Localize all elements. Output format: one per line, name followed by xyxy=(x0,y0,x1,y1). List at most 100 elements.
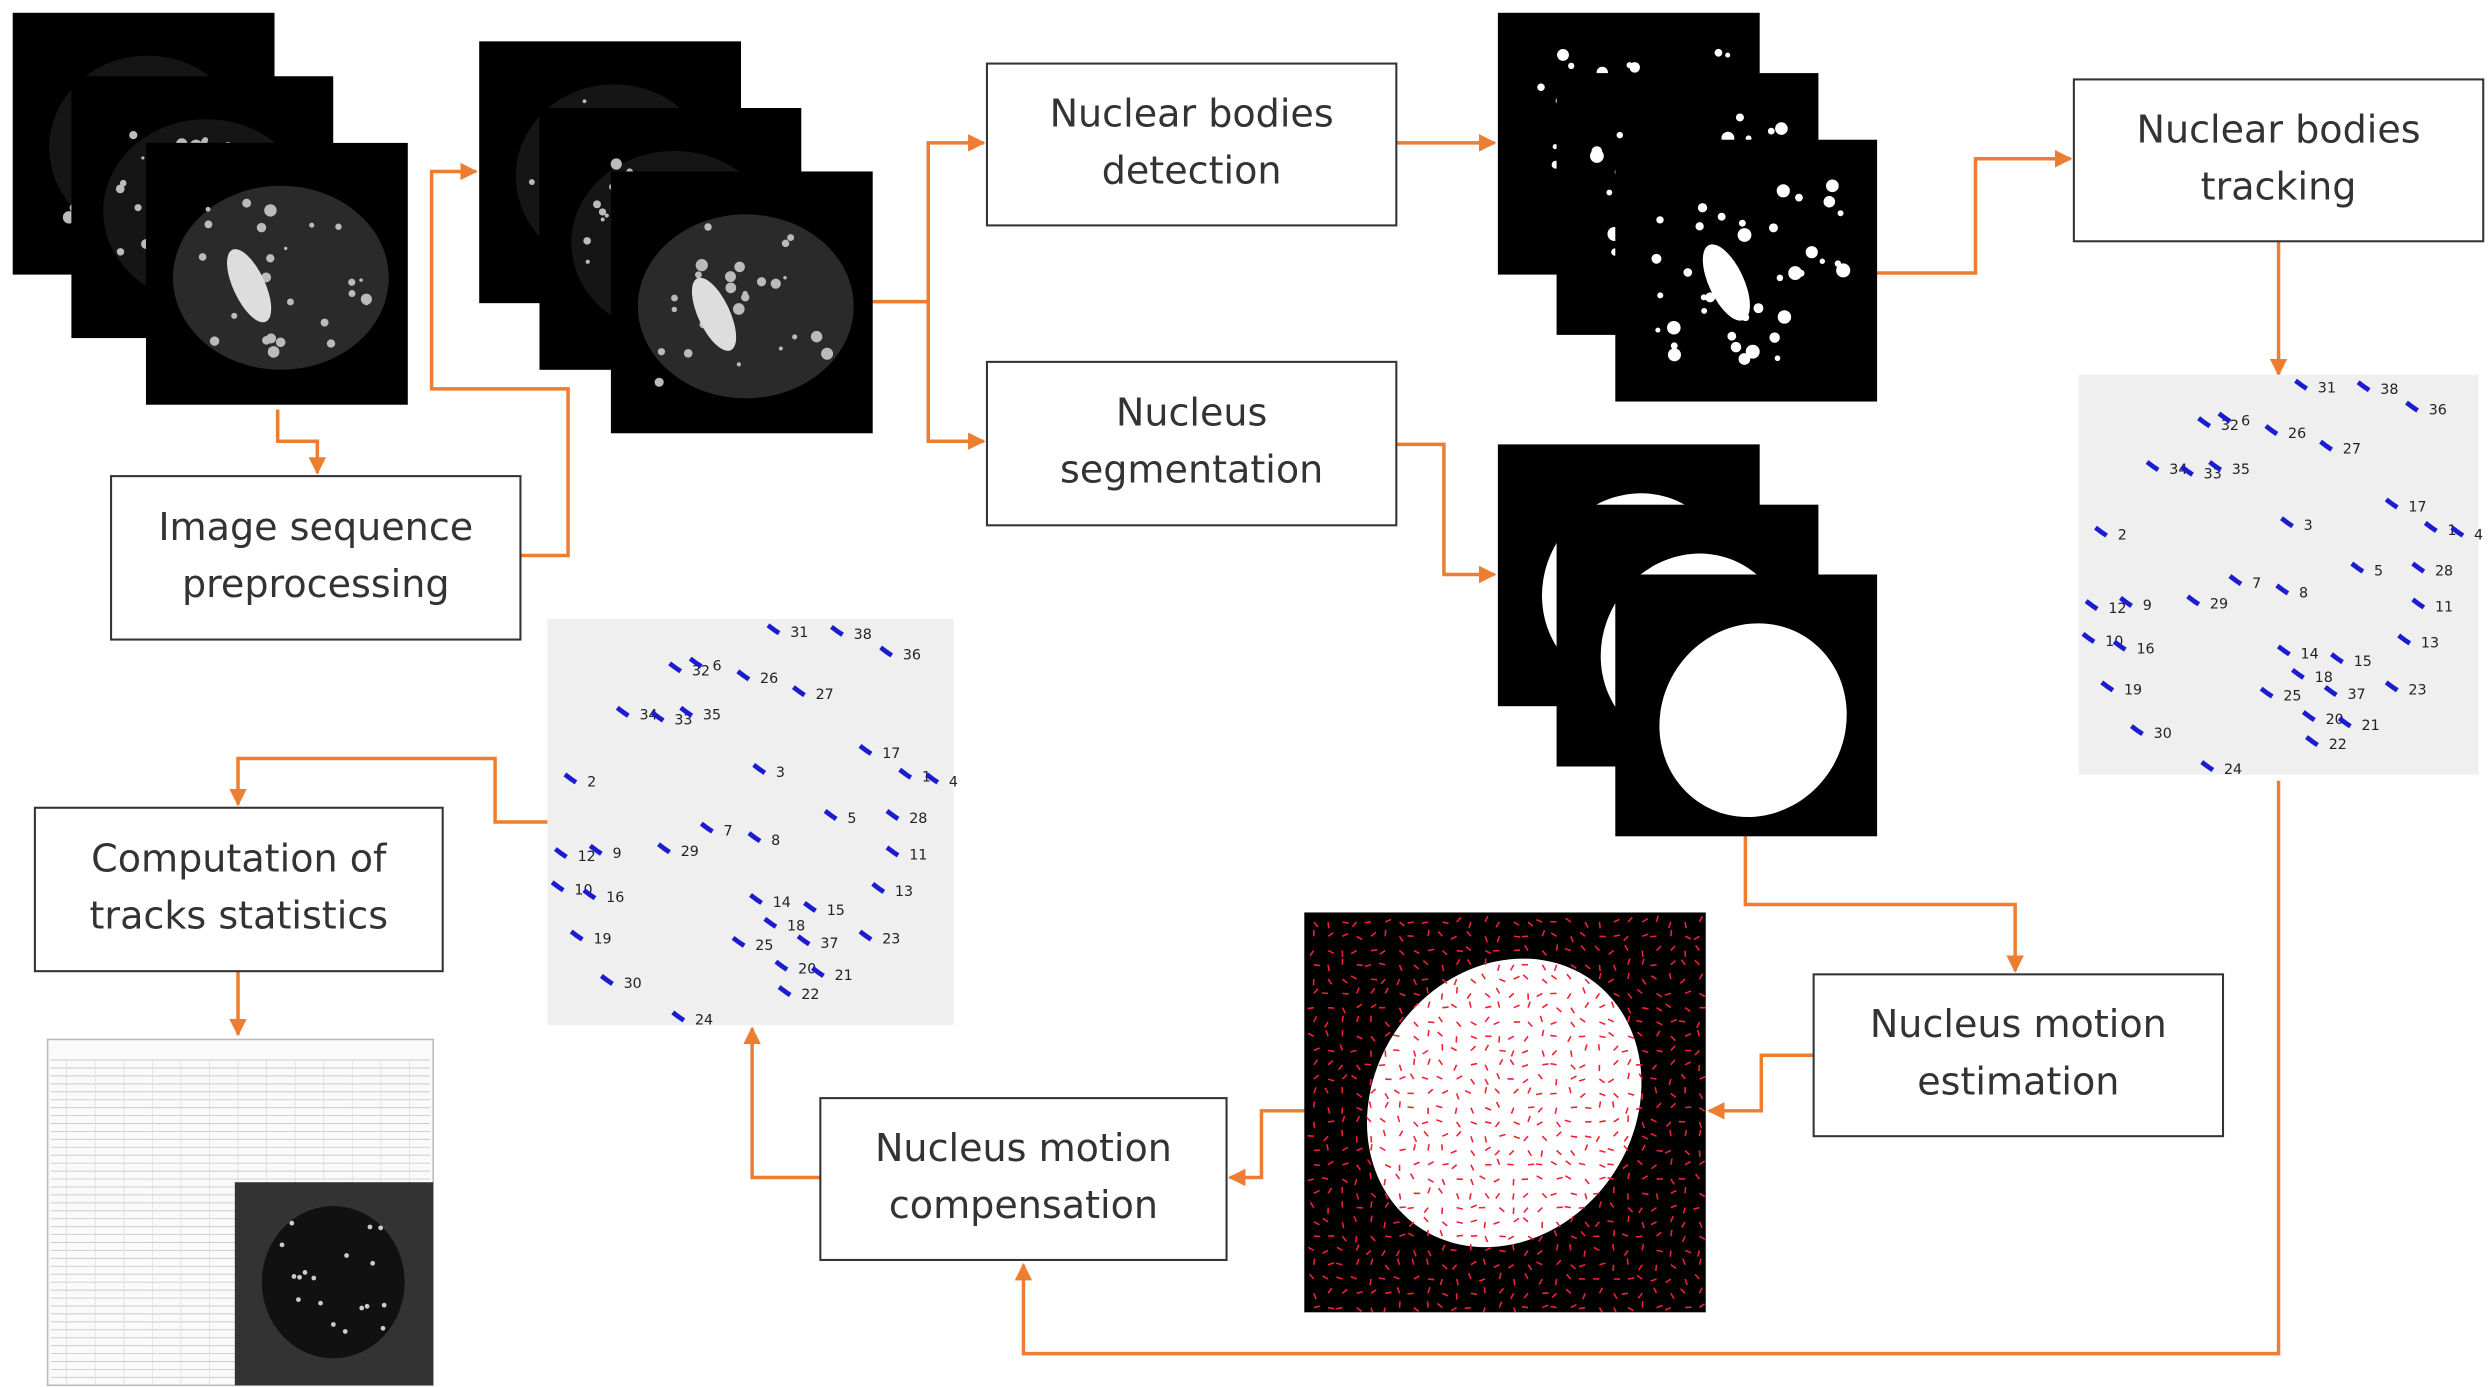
track xyxy=(550,880,565,893)
track xyxy=(2200,760,2215,772)
vector xyxy=(1396,1258,1401,1265)
vector xyxy=(1398,1130,1404,1137)
track xyxy=(2130,724,2144,737)
vector xyxy=(1541,1192,1548,1199)
vector xyxy=(1370,1003,1377,1009)
vector xyxy=(1407,1106,1414,1109)
vector xyxy=(1613,1059,1619,1066)
vector xyxy=(1550,932,1558,937)
vector xyxy=(1455,986,1459,994)
vector xyxy=(1407,1232,1415,1237)
spot xyxy=(1656,216,1664,224)
vector xyxy=(1684,1278,1688,1286)
vector xyxy=(1313,1087,1317,1094)
vector xyxy=(1555,944,1559,951)
vector xyxy=(1356,1147,1363,1152)
vector xyxy=(1541,1029,1545,1037)
vector xyxy=(1494,1121,1501,1128)
spot xyxy=(1768,223,1778,233)
vector xyxy=(1437,1187,1443,1194)
vector xyxy=(1327,1160,1334,1166)
track xyxy=(2405,400,2419,413)
track-label: 35 xyxy=(703,708,721,724)
vector xyxy=(1656,1049,1663,1053)
vector xyxy=(1556,1131,1562,1137)
vector xyxy=(1656,1249,1663,1253)
vector xyxy=(1423,1207,1429,1214)
vector xyxy=(1570,1050,1573,1057)
vector xyxy=(1513,1004,1520,1009)
vector xyxy=(1656,1304,1663,1309)
spot xyxy=(367,1224,373,1230)
vector xyxy=(1584,1135,1592,1139)
vector xyxy=(1413,1161,1420,1166)
vector xyxy=(1478,1278,1486,1282)
vector xyxy=(1409,1173,1415,1180)
track xyxy=(2319,439,2333,452)
vector xyxy=(1384,1021,1391,1028)
vector xyxy=(1313,964,1321,967)
vector xyxy=(1567,1035,1572,1043)
vector xyxy=(1579,1092,1586,1099)
vector xyxy=(1370,931,1377,937)
vector xyxy=(1621,1292,1629,1295)
vector xyxy=(1650,1118,1657,1123)
vector xyxy=(1684,1032,1692,1037)
plot-bg xyxy=(2078,374,2479,775)
vector xyxy=(1470,1062,1478,1066)
spot xyxy=(1616,131,1624,139)
vector xyxy=(1627,1072,1630,1080)
vector xyxy=(1527,1150,1533,1157)
vector xyxy=(1423,1216,1429,1223)
process-box xyxy=(985,360,1398,527)
vector xyxy=(1455,1093,1460,1100)
vector xyxy=(1495,921,1501,928)
vector xyxy=(1413,1275,1420,1280)
vector xyxy=(1466,930,1472,937)
vector xyxy=(1450,1306,1458,1312)
vector xyxy=(1570,1106,1578,1109)
vector xyxy=(1327,921,1330,929)
vector xyxy=(1466,959,1472,966)
vector xyxy=(1698,973,1704,980)
vector xyxy=(1627,1207,1634,1213)
track xyxy=(736,669,751,682)
track xyxy=(2145,460,2160,472)
vector xyxy=(1651,1164,1658,1170)
spot xyxy=(1776,274,1784,282)
vector xyxy=(1527,1106,1535,1109)
vector xyxy=(1324,1087,1329,1094)
vector xyxy=(1654,1264,1658,1272)
track-label: 21 xyxy=(2362,718,2380,734)
track-label: 17 xyxy=(882,746,900,762)
spot xyxy=(600,217,605,222)
vector xyxy=(1341,1007,1347,1014)
spot xyxy=(348,290,356,297)
spot xyxy=(283,246,288,251)
vector xyxy=(1413,964,1420,970)
vector xyxy=(1353,1215,1358,1223)
vector xyxy=(1470,1035,1478,1040)
process-box xyxy=(1812,973,2225,1138)
vector xyxy=(1595,992,1601,1000)
spot xyxy=(326,339,336,348)
vector xyxy=(1627,1172,1631,1180)
vector xyxy=(1384,1264,1390,1271)
vector xyxy=(1484,1086,1488,1094)
vector xyxy=(1593,1192,1600,1195)
vector xyxy=(1655,945,1662,952)
vector xyxy=(1484,935,1489,943)
vector xyxy=(1427,1021,1435,1024)
track xyxy=(731,935,746,948)
track xyxy=(2112,639,2127,652)
vector xyxy=(1370,1088,1377,1094)
vector xyxy=(1442,921,1449,925)
vector xyxy=(1313,1221,1320,1226)
vector xyxy=(1450,1003,1458,1009)
vector xyxy=(1441,964,1445,972)
vector xyxy=(1338,1064,1344,1071)
vector xyxy=(1698,1129,1702,1137)
vector xyxy=(1484,1044,1490,1051)
process-box xyxy=(33,806,444,973)
